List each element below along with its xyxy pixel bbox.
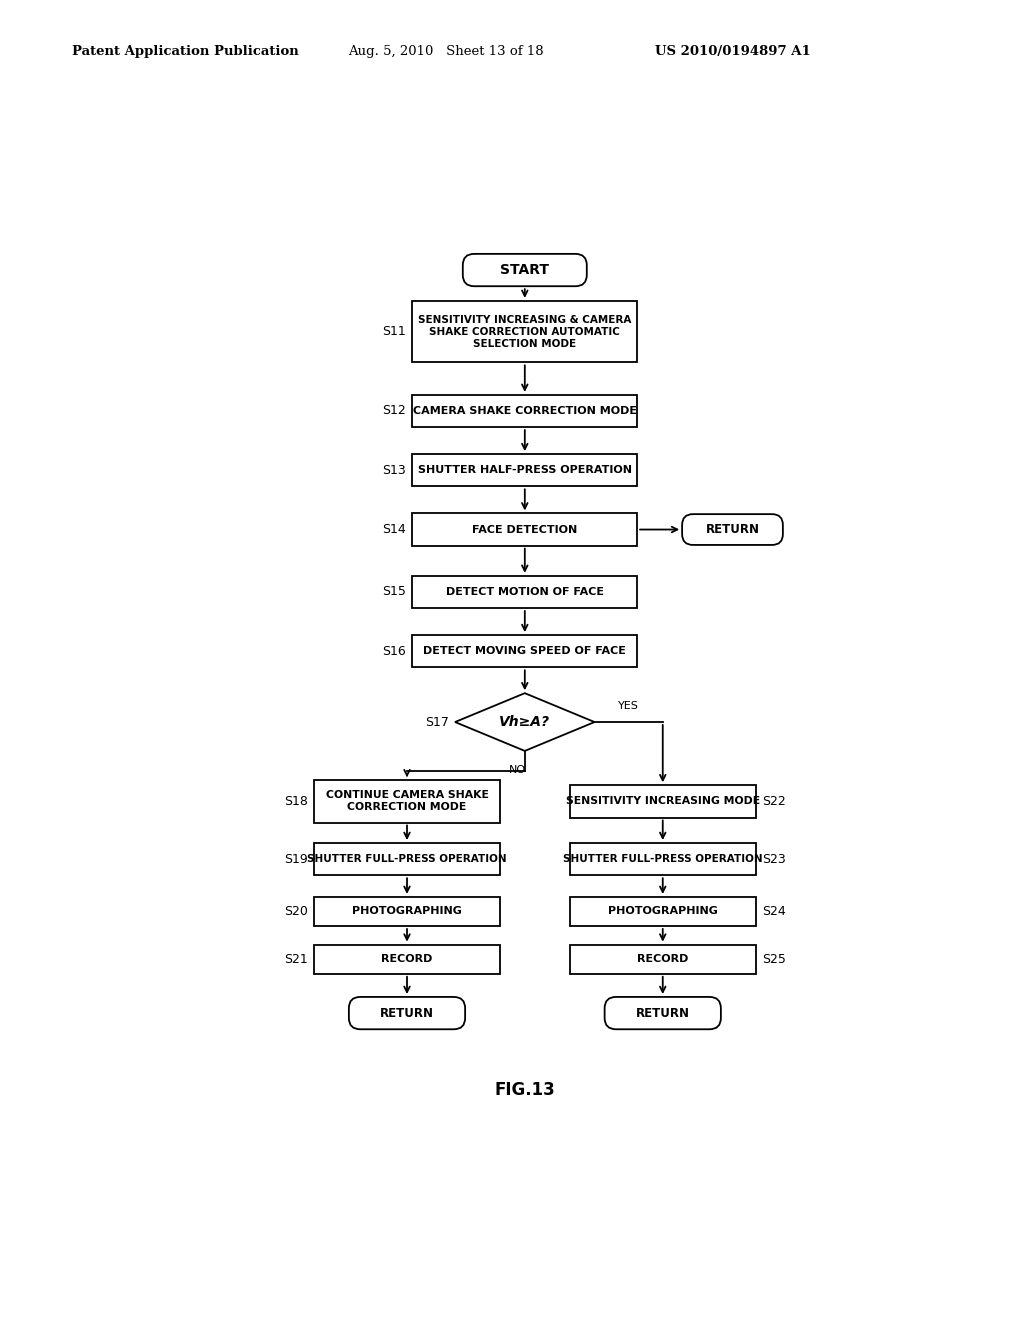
- Text: YES: YES: [618, 701, 639, 711]
- Bar: [314, 896, 500, 927]
- Text: RETURN: RETURN: [380, 1007, 434, 1019]
- Text: SENSITIVITY INCREASING & CAMERA
SHAKE CORRECTION AUTOMATIC
SELECTION MODE: SENSITIVITY INCREASING & CAMERA SHAKE CO…: [418, 314, 632, 348]
- Text: RECORD: RECORD: [637, 954, 688, 964]
- Text: S21: S21: [284, 953, 308, 966]
- Text: S24: S24: [762, 906, 785, 917]
- Text: S12: S12: [383, 404, 407, 417]
- Text: S16: S16: [383, 644, 407, 657]
- Bar: [413, 454, 637, 487]
- Bar: [569, 785, 756, 817]
- Text: Patent Application Publication: Patent Application Publication: [72, 45, 298, 58]
- Bar: [413, 576, 637, 609]
- Text: S20: S20: [284, 906, 308, 917]
- Text: S13: S13: [383, 463, 407, 477]
- Text: FIG.13: FIG.13: [495, 1081, 555, 1100]
- Text: RETURN: RETURN: [636, 1007, 690, 1019]
- Text: SENSITIVITY INCREASING MODE: SENSITIVITY INCREASING MODE: [565, 796, 760, 807]
- Bar: [413, 635, 637, 668]
- Text: SHUTTER FULL-PRESS OPERATION: SHUTTER FULL-PRESS OPERATION: [307, 854, 507, 865]
- Bar: [569, 896, 756, 927]
- Text: S17: S17: [425, 715, 449, 729]
- Text: S25: S25: [762, 953, 785, 966]
- Text: S14: S14: [383, 523, 407, 536]
- Bar: [413, 513, 637, 545]
- Text: PHOTOGRAPHING: PHOTOGRAPHING: [352, 907, 462, 916]
- Text: CAMERA SHAKE CORRECTION MODE: CAMERA SHAKE CORRECTION MODE: [413, 407, 637, 416]
- Text: Vh≥A?: Vh≥A?: [500, 715, 550, 729]
- Bar: [314, 780, 500, 822]
- Bar: [413, 301, 637, 363]
- Text: S18: S18: [284, 795, 308, 808]
- Text: START: START: [501, 263, 549, 277]
- FancyBboxPatch shape: [682, 515, 783, 545]
- Text: FACE DETECTION: FACE DETECTION: [472, 524, 578, 535]
- Polygon shape: [455, 693, 595, 751]
- Text: RECORD: RECORD: [381, 954, 433, 964]
- Text: S15: S15: [382, 585, 407, 598]
- FancyBboxPatch shape: [349, 997, 465, 1030]
- FancyBboxPatch shape: [463, 253, 587, 286]
- Text: PHOTOGRAPHING: PHOTOGRAPHING: [608, 907, 718, 916]
- Text: DETECT MOTION OF FACE: DETECT MOTION OF FACE: [445, 587, 604, 597]
- Text: Aug. 5, 2010   Sheet 13 of 18: Aug. 5, 2010 Sheet 13 of 18: [348, 45, 544, 58]
- Text: DETECT MOVING SPEED OF FACE: DETECT MOVING SPEED OF FACE: [423, 647, 627, 656]
- Text: S23: S23: [762, 853, 785, 866]
- Text: CONTINUE CAMERA SHAKE
CORRECTION MODE: CONTINUE CAMERA SHAKE CORRECTION MODE: [326, 791, 488, 812]
- Text: SHUTTER FULL-PRESS OPERATION: SHUTTER FULL-PRESS OPERATION: [563, 854, 763, 865]
- Text: US 2010/0194897 A1: US 2010/0194897 A1: [655, 45, 811, 58]
- Text: SHUTTER HALF-PRESS OPERATION: SHUTTER HALF-PRESS OPERATION: [418, 465, 632, 475]
- Bar: [569, 945, 756, 974]
- Bar: [569, 843, 756, 875]
- Text: S22: S22: [762, 795, 785, 808]
- Text: S11: S11: [383, 325, 407, 338]
- Text: NO: NO: [509, 764, 525, 775]
- Bar: [413, 395, 637, 428]
- Bar: [314, 843, 500, 875]
- Text: S19: S19: [284, 853, 308, 866]
- Bar: [314, 945, 500, 974]
- FancyBboxPatch shape: [604, 997, 721, 1030]
- Text: RETURN: RETURN: [706, 523, 760, 536]
